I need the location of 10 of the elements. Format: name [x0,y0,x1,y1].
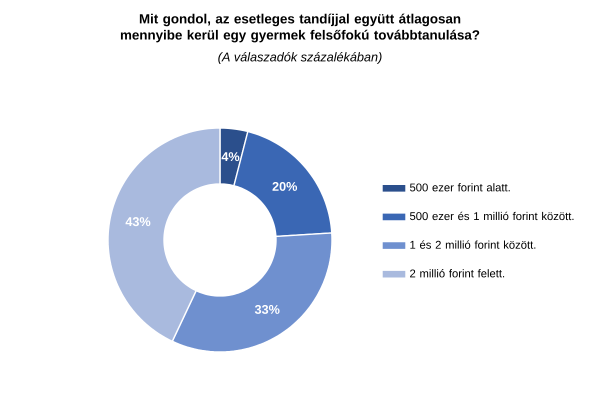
legend-label: 2 millió forint felett. [410,269,504,278]
data-label: 20% [272,182,298,191]
data-label: 33% [254,304,280,314]
legend-label: 500 ezer és 1 millió forint között. [410,212,574,220]
legend-label: 500 ezer forint alatt. [410,183,510,192]
chart-title: Mit gondol, az esetleges tandíjjal együtt átlagosan mennyibe kerül egy gyermek felsőfokú továbbtanulása? [120,14,480,42]
data-label: 4% [222,152,240,162]
legend-label: 1 és 2 millió forint között. [410,240,536,249]
chart-subtitle: (A válaszadók százalékában) [218,52,382,64]
data-label: 43% [126,217,150,226]
